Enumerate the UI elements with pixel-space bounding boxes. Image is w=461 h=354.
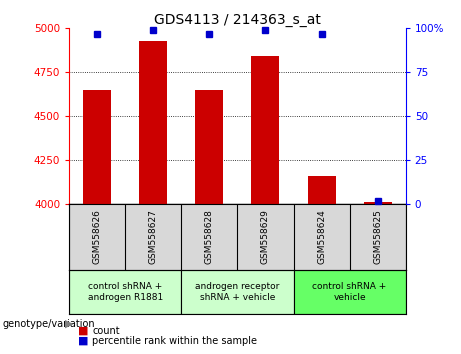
Text: androgen receptor
shRNA + vehicle: androgen receptor shRNA + vehicle — [195, 282, 280, 302]
Text: count: count — [92, 326, 120, 336]
Bar — [181, 270, 294, 314]
Bar — [69, 270, 181, 314]
Text: control shRNA +
vehicle: control shRNA + vehicle — [313, 282, 387, 302]
Bar — [364, 202, 392, 204]
Text: ■: ■ — [78, 326, 89, 336]
Text: GSM558626: GSM558626 — [93, 209, 102, 264]
Text: control shRNA +
androgen R1881: control shRNA + androgen R1881 — [88, 282, 163, 302]
Bar — [83, 90, 111, 204]
Bar — [139, 41, 167, 204]
Bar — [195, 90, 224, 204]
Text: percentile rank within the sample: percentile rank within the sample — [92, 336, 257, 346]
Bar — [294, 270, 406, 314]
Bar — [307, 176, 336, 204]
Text: GSM558627: GSM558627 — [149, 209, 158, 264]
Text: GSM558629: GSM558629 — [261, 209, 270, 264]
Text: ▶: ▶ — [65, 319, 74, 329]
Text: GSM558628: GSM558628 — [205, 209, 214, 264]
Text: genotype/variation: genotype/variation — [2, 319, 95, 329]
Text: GSM558625: GSM558625 — [373, 209, 382, 264]
Text: ■: ■ — [78, 336, 89, 346]
Text: GSM558624: GSM558624 — [317, 209, 326, 264]
Bar — [251, 56, 279, 204]
Title: GDS4113 / 214363_s_at: GDS4113 / 214363_s_at — [154, 13, 321, 27]
